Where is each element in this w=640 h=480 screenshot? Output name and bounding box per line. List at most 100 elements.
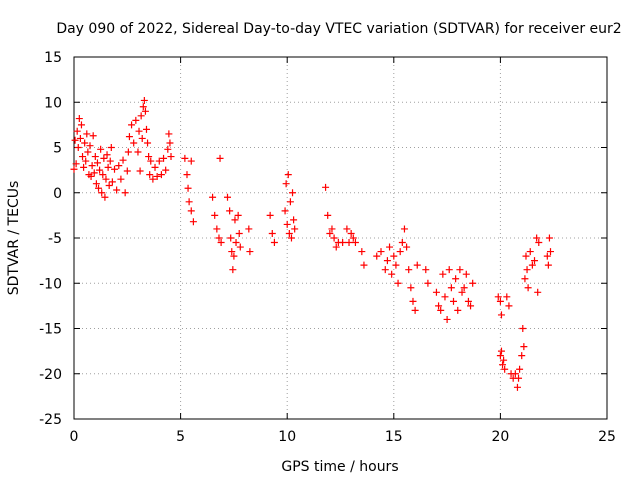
data-point xyxy=(164,145,172,153)
data-points xyxy=(70,96,555,391)
data-point xyxy=(97,145,105,153)
data-point xyxy=(290,216,298,224)
data-point xyxy=(524,284,532,292)
data-point xyxy=(113,186,121,194)
data-point xyxy=(266,211,274,219)
data-point xyxy=(151,163,159,171)
data-point xyxy=(138,134,146,142)
data-point xyxy=(209,193,217,201)
data-point xyxy=(441,293,449,301)
data-point xyxy=(515,374,523,382)
data-point xyxy=(189,218,197,226)
data-point xyxy=(226,207,234,215)
data-point xyxy=(345,239,353,247)
data-point xyxy=(162,166,170,174)
data-point xyxy=(75,115,83,123)
data-point xyxy=(437,306,445,314)
data-point xyxy=(289,189,297,197)
data-point xyxy=(523,266,531,274)
data-point xyxy=(500,356,508,364)
axis-ticks: 0 5 10 15 20 25 15 10 5 0 -5 -10 -15 -20 -25 xyxy=(39,50,616,445)
data-point xyxy=(135,127,143,135)
data-point xyxy=(287,234,295,242)
data-point xyxy=(146,171,154,179)
data-point xyxy=(80,163,88,171)
data-point xyxy=(236,243,244,251)
data-point xyxy=(137,112,145,120)
grid-lines xyxy=(74,57,607,419)
data-point xyxy=(432,288,440,296)
data-point xyxy=(246,248,254,256)
data-point xyxy=(445,266,453,274)
plot-frame xyxy=(73,56,608,420)
y-tick-label: 0 xyxy=(53,186,62,202)
data-point xyxy=(501,365,509,373)
data-point xyxy=(381,266,389,274)
data-point xyxy=(96,166,104,174)
data-point xyxy=(282,180,290,188)
data-point xyxy=(136,167,144,175)
data-point xyxy=(72,160,80,168)
data-point xyxy=(545,234,553,242)
data-point xyxy=(322,183,330,191)
x-tick-label: 5 xyxy=(176,429,185,445)
data-point xyxy=(328,225,336,233)
data-point xyxy=(291,225,299,233)
data-point xyxy=(324,211,332,219)
data-point xyxy=(107,144,115,151)
data-point xyxy=(88,162,96,170)
data-point xyxy=(99,171,107,179)
data-point xyxy=(513,383,521,391)
data-point xyxy=(149,175,157,183)
data-point xyxy=(283,220,291,228)
data-point xyxy=(452,275,460,283)
data-point xyxy=(339,239,347,247)
data-point xyxy=(95,184,103,192)
data-point xyxy=(227,234,235,242)
data-point xyxy=(286,198,294,206)
data-point xyxy=(90,169,98,177)
data-point xyxy=(166,139,174,147)
data-point xyxy=(443,315,451,323)
data-point xyxy=(394,279,402,287)
data-point xyxy=(82,157,90,165)
data-point xyxy=(494,293,502,301)
x-tick-label: 25 xyxy=(598,429,616,445)
data-point xyxy=(155,157,163,165)
data-point xyxy=(351,239,359,247)
data-point xyxy=(128,121,136,129)
data-point xyxy=(411,306,419,314)
data-point xyxy=(544,261,552,269)
data-point xyxy=(89,132,97,140)
y-tick-label: -20 xyxy=(39,367,62,383)
data-point xyxy=(125,133,133,141)
data-point xyxy=(87,172,95,180)
x-axis-label: GPS time / hours xyxy=(281,459,398,475)
data-point xyxy=(268,229,276,237)
data-point xyxy=(76,134,84,142)
data-point xyxy=(147,157,155,165)
data-point xyxy=(456,266,464,274)
data-point xyxy=(458,288,466,296)
data-point xyxy=(503,293,511,301)
data-point xyxy=(531,257,539,265)
data-point xyxy=(543,252,551,260)
chart-title: Day 090 of 2022, Sidereal Day-to-day VTE… xyxy=(56,21,621,37)
data-point xyxy=(462,270,470,278)
data-point xyxy=(103,151,111,159)
y-tick-label: 10 xyxy=(44,95,62,111)
data-point xyxy=(181,154,189,162)
x-tick-label: 10 xyxy=(278,429,296,445)
y-tick-label: -5 xyxy=(48,231,62,247)
data-point xyxy=(330,234,338,242)
data-point xyxy=(454,306,462,314)
data-point xyxy=(526,248,534,256)
data-point xyxy=(424,279,432,287)
data-point xyxy=(124,148,132,156)
data-point xyxy=(496,297,504,305)
data-point xyxy=(123,167,131,175)
data-point xyxy=(377,248,385,256)
data-point xyxy=(499,361,507,369)
data-point xyxy=(93,159,101,167)
data-point xyxy=(105,182,113,190)
